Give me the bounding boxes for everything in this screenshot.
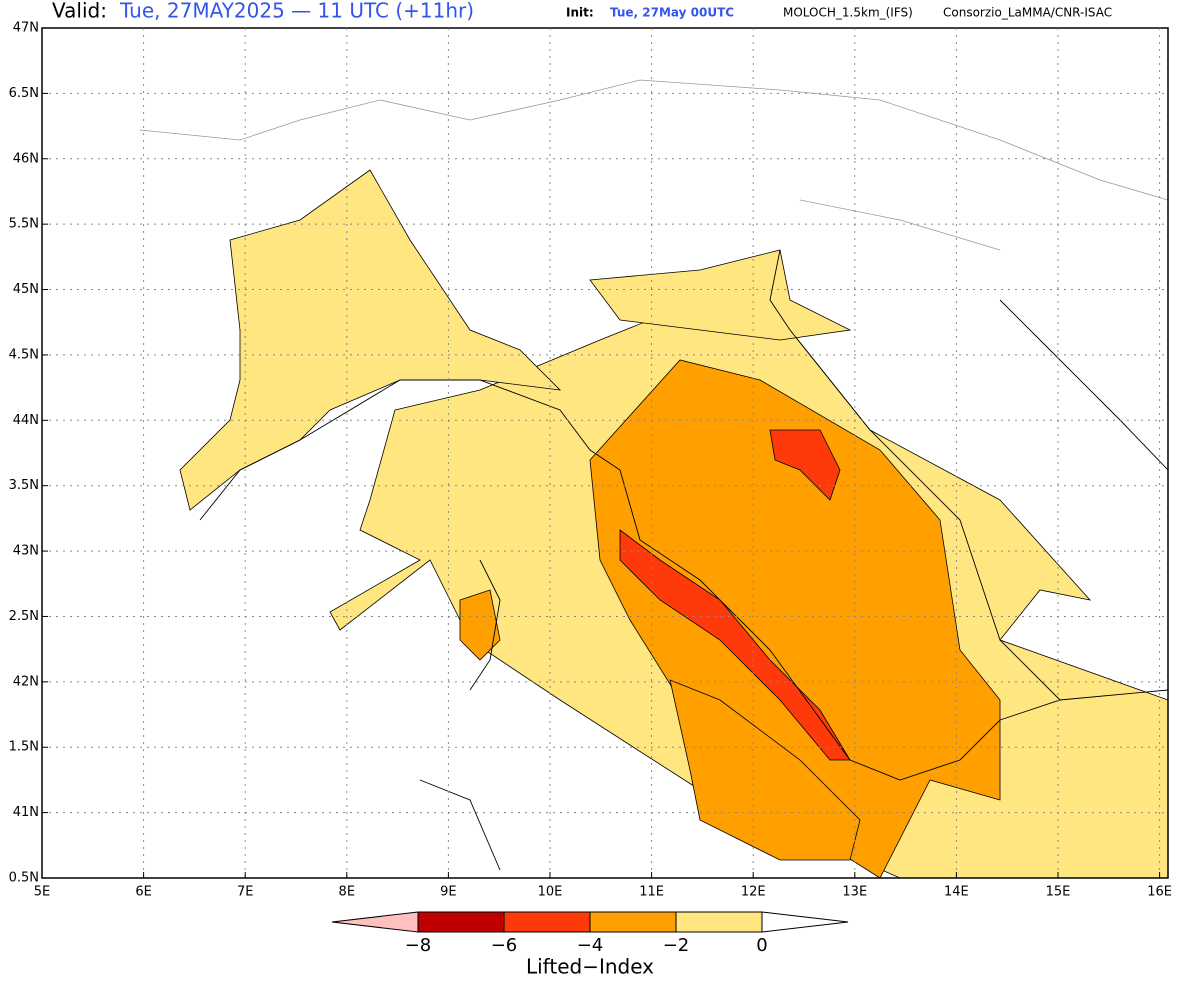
colorbar-label: 0 [756,935,767,956]
colorbar-segment [589,911,677,933]
lat-tick-label: 47N [13,21,39,36]
init-time: Tue, 27May 00UTC [610,6,734,20]
lon-tick-label: 7E [237,885,254,900]
lon-tick-label: 11E [639,885,664,900]
lat-tick-label: 3.5N [9,478,39,493]
lat-tick-label: 5.5N [9,217,39,232]
model-name: MOLOCH_1.5km_(IFS) [783,6,913,20]
coastline [199,249,1168,871]
lon-tick-label: 12E [741,885,766,900]
lat-tick-label: 2.5N [9,609,39,624]
colorbar-segment [417,911,505,933]
credit: Consorzio_LaMMA/CNR-ISAC [943,6,1112,20]
valid-label: Valid: [52,0,107,23]
lat-tick-label: 1.5N [9,740,39,755]
lon-tick-label: 6E [135,885,152,900]
li-alps [179,169,562,511]
colorbar-title: Lifted−Index [526,955,654,979]
lat-tick-label: 45N [13,282,39,297]
map-area [41,27,1169,879]
li-corsica [459,589,501,661]
li-po [589,249,852,341]
lat-tick-label: 0.5N [9,871,39,886]
init-label: Init: [566,6,594,20]
lat-tick-label: 41N [13,805,39,820]
borders [139,79,1168,251]
lon-tick-label: 10E [538,885,563,900]
lat-tick-label: 46N [13,151,39,166]
colorbar-segment [675,911,763,933]
lat-tick-label: 44N [13,413,39,428]
colorbar-label: −8 [405,935,432,956]
colorbar-label: −4 [577,935,604,956]
lon-tick-label: 16E [1147,885,1172,900]
lon-tick-label: 5E [34,885,51,900]
lon-tick-label: 14E [944,885,969,900]
li-minus4-to-minus6 [619,529,851,761]
colorbar-segment [503,911,591,933]
lat-tick-label: 43N [13,544,39,559]
map-frame [41,27,1169,879]
lat-tick-label: 6.5N [9,86,39,101]
lon-tick-label: 8E [339,885,356,900]
colorbar-max-arrow [761,911,849,933]
colorbar-min-arrow [331,911,419,933]
colorbar: −8 −6 −4 −2 0 Lifted−Index [331,911,849,979]
li-south-blob [669,679,861,861]
li-marche [769,429,841,501]
colorbar-label: −6 [491,935,518,956]
lon-tick-label: 15E [1046,885,1071,900]
lat-tick-label: 42N [13,674,39,689]
lon-tick-label: 9E [440,885,457,900]
lat-tick-label: 4.5N [9,347,39,362]
valid-time: Tue, 27MAY2025 — 11 UTC (+11hr) [119,0,474,23]
colorbar-label: −2 [663,935,690,956]
lon-tick-label: 13E [842,885,867,900]
